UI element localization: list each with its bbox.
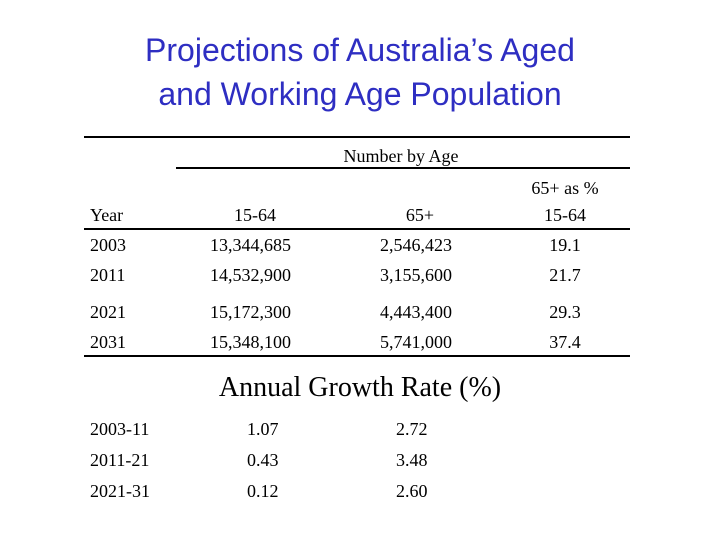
header-bottom-rule [84, 228, 630, 230]
row-ratio: 19.1 [549, 235, 581, 255]
row-ratio: 37.4 [549, 332, 581, 352]
growth-15-64: 0.12 [247, 481, 279, 501]
growth-15-64: 0.43 [247, 450, 279, 470]
row-15-64: 15,348,100 [210, 332, 291, 352]
group-header-rule [176, 167, 630, 169]
table-bottom-rule [84, 355, 630, 357]
row-year: 2031 [90, 332, 126, 352]
row-65plus: 5,741,000 [380, 332, 452, 352]
row-15-64: 15,172,300 [210, 302, 291, 322]
row-ratio: 29.3 [549, 302, 581, 322]
growth-period: 2003-11 [90, 419, 150, 439]
header-year: Year [90, 205, 124, 225]
header-ratio-line2: 15-64 [544, 205, 586, 225]
growth-period: 2021-31 [90, 481, 150, 501]
row-65plus: 3,155,600 [380, 265, 452, 285]
header-15-64: 15-64 [234, 205, 276, 225]
growth-heading: Annual Growth Rate (%) [218, 372, 502, 403]
header-ratio-line1: 65+ as % [531, 178, 599, 198]
growth-65plus: 2.72 [396, 419, 428, 439]
growth-15-64: 1.07 [247, 419, 279, 439]
header-65plus: 65+ [405, 205, 435, 225]
row-year: 2011 [90, 265, 126, 285]
growth-65plus: 3.48 [396, 450, 428, 470]
row-65plus: 4,443,400 [380, 302, 452, 322]
title-line-2: and Working Age Population [158, 76, 562, 112]
page-title: Projections of Australia’s Aged and Work… [0, 28, 720, 116]
row-15-64: 14,532,900 [210, 265, 291, 285]
row-15-64: 13,344,685 [210, 235, 291, 255]
group-header: Number by Age [343, 146, 459, 166]
title-line-1: Projections of Australia’s Aged [145, 32, 575, 68]
growth-period: 2011-21 [90, 450, 150, 470]
row-65plus: 2,546,423 [380, 235, 452, 255]
row-year: 2021 [90, 302, 126, 322]
table-top-rule [84, 136, 630, 138]
growth-65plus: 2.60 [396, 481, 428, 501]
row-year: 2003 [90, 235, 126, 255]
row-ratio: 21.7 [549, 265, 581, 285]
